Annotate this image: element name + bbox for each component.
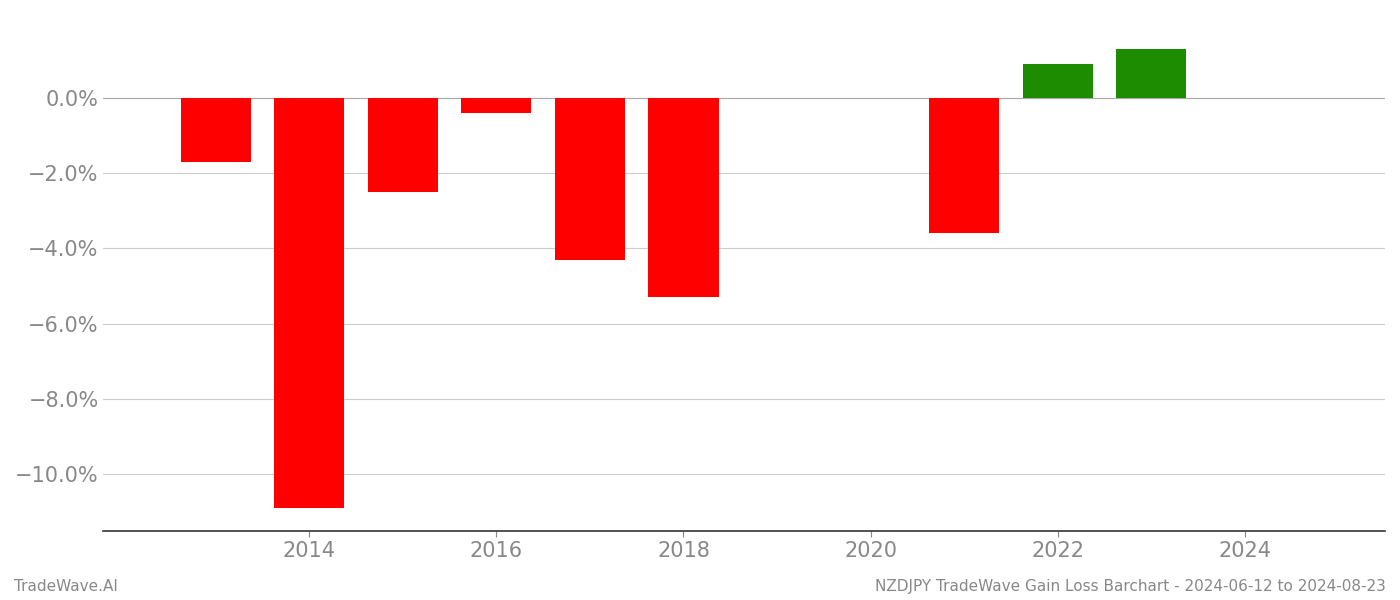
Bar (274, 98, 344, 508)
Bar (181, 98, 251, 162)
Bar (554, 98, 624, 260)
Bar (648, 98, 718, 297)
Bar (461, 98, 532, 113)
Text: TradeWave.AI: TradeWave.AI (14, 579, 118, 594)
Bar (930, 98, 1000, 233)
Bar (1022, 64, 1092, 98)
Bar (368, 98, 438, 192)
Bar (1116, 49, 1186, 98)
Text: NZDJPY TradeWave Gain Loss Barchart - 2024-06-12 to 2024-08-23: NZDJPY TradeWave Gain Loss Barchart - 20… (875, 579, 1386, 594)
